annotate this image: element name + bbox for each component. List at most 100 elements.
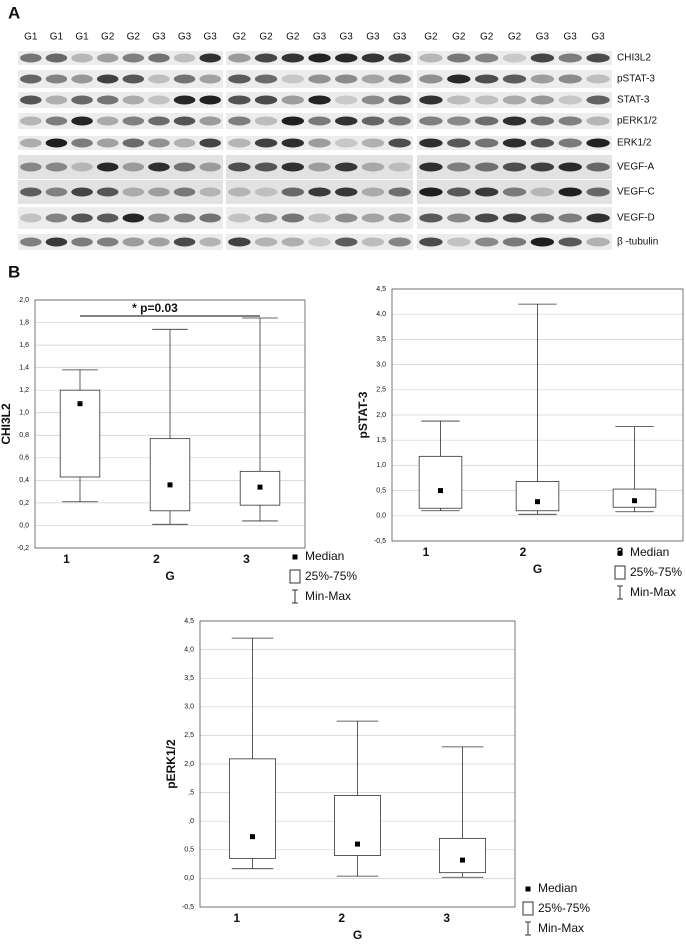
lane-label: G2 bbox=[452, 32, 466, 43]
x-axis-label: G bbox=[533, 562, 542, 576]
blot-band bbox=[148, 162, 170, 172]
blot-band bbox=[45, 95, 68, 105]
blot-band bbox=[254, 74, 278, 84]
blot-band bbox=[586, 74, 610, 84]
blot-band bbox=[122, 74, 145, 84]
blot-band bbox=[20, 162, 42, 172]
y-tick-label: 4,5 bbox=[184, 618, 194, 625]
blot-background bbox=[18, 207, 223, 229]
lane-label: G2 bbox=[259, 32, 273, 43]
lane-label: G2 bbox=[233, 32, 247, 43]
legend-median bbox=[525, 886, 531, 892]
legend-whisker bbox=[617, 585, 623, 600]
y-tick-label: 0,5 bbox=[184, 847, 194, 854]
y-tick-label: 0,8 bbox=[19, 432, 29, 439]
blot-band bbox=[71, 95, 93, 105]
lane-label: G2 bbox=[127, 32, 141, 43]
box bbox=[418, 455, 463, 509]
blot-band bbox=[586, 213, 610, 223]
lane-label: G2 bbox=[508, 32, 522, 43]
y-tick-label: 0,6 bbox=[19, 455, 29, 462]
blot-band bbox=[530, 95, 555, 105]
blot-band bbox=[558, 138, 582, 148]
lane-label: G3 bbox=[340, 32, 354, 43]
y-axis-label: pERK1/2 bbox=[164, 739, 178, 789]
blot-band bbox=[474, 237, 499, 247]
blot-band bbox=[122, 237, 145, 247]
blot-band bbox=[361, 162, 385, 172]
blot-band bbox=[148, 95, 170, 105]
y-tick-label: 0,4 bbox=[19, 477, 29, 484]
blot-band bbox=[20, 187, 42, 197]
blot-band bbox=[122, 95, 145, 105]
y-tick-label: 2,5 bbox=[376, 387, 386, 394]
blot-band bbox=[361, 53, 385, 63]
blot-band bbox=[148, 116, 170, 126]
blot-band bbox=[388, 237, 411, 247]
blot-band bbox=[502, 74, 527, 84]
legend-entry: 25%-75% bbox=[630, 565, 682, 579]
y-tick-label: 4,5 bbox=[376, 286, 386, 293]
blot-band bbox=[308, 53, 331, 63]
x-tick-label: 2 bbox=[520, 545, 527, 559]
y-tick-label: 0,0 bbox=[184, 875, 194, 882]
blot-band bbox=[45, 138, 68, 148]
plot-frame bbox=[34, 299, 306, 549]
blot-band bbox=[199, 138, 221, 148]
blot-band bbox=[281, 74, 305, 84]
blot-band bbox=[586, 95, 610, 105]
blot-band bbox=[199, 95, 221, 105]
blot-band bbox=[20, 237, 42, 247]
blot-band bbox=[361, 213, 385, 223]
blot-band bbox=[586, 187, 610, 197]
blot-band bbox=[447, 74, 471, 84]
y-tick-label: ,0 bbox=[188, 818, 194, 825]
box bbox=[149, 438, 191, 512]
blot-band bbox=[558, 95, 582, 105]
lane-label: G3 bbox=[152, 32, 166, 43]
legend-median bbox=[292, 554, 298, 560]
blot-band bbox=[96, 95, 119, 105]
y-tick-label: 2,5 bbox=[184, 732, 194, 739]
row-label: pERK1/2 bbox=[617, 116, 657, 127]
legend-entry: 25%-75% bbox=[305, 569, 357, 583]
blot-band bbox=[71, 116, 93, 126]
y-tick-label: 4,0 bbox=[376, 311, 386, 318]
blot-band bbox=[502, 53, 527, 63]
lane-label: G3 bbox=[591, 32, 605, 43]
blot-band bbox=[308, 95, 331, 105]
blot-band bbox=[45, 237, 68, 247]
annotation: * p=0.03 bbox=[132, 301, 178, 315]
blot-band bbox=[96, 74, 119, 84]
blot-band bbox=[148, 53, 170, 63]
blot-band bbox=[71, 53, 93, 63]
blot-band bbox=[173, 213, 196, 223]
blot-band bbox=[558, 213, 582, 223]
lane-label: G2 bbox=[101, 32, 115, 43]
lane-label: G3 bbox=[178, 32, 192, 43]
blot-band bbox=[419, 187, 443, 197]
blot-band bbox=[334, 53, 358, 63]
blot-band bbox=[228, 95, 251, 105]
row-label: CHI3L2 bbox=[617, 53, 651, 64]
blot-band bbox=[530, 187, 555, 197]
median-marker bbox=[632, 498, 637, 504]
box bbox=[59, 389, 101, 478]
blot-band bbox=[558, 187, 582, 197]
y-tick-label: 4,0 bbox=[184, 646, 194, 653]
blot-band bbox=[334, 74, 358, 84]
row-label: VEGF-C bbox=[617, 187, 655, 198]
blot-band bbox=[281, 187, 305, 197]
blot-band bbox=[228, 187, 251, 197]
blot-band bbox=[447, 53, 471, 63]
legend-entry: 25%-75% bbox=[538, 901, 590, 915]
blot-band bbox=[586, 53, 610, 63]
blot-band bbox=[148, 74, 170, 84]
y-tick-label: 1,0 bbox=[376, 462, 386, 469]
blot-band bbox=[586, 116, 610, 126]
plot-frame bbox=[391, 288, 684, 542]
blot-band bbox=[20, 213, 42, 223]
blot-band bbox=[173, 74, 196, 84]
legend-entry: Min-Max bbox=[305, 589, 351, 603]
